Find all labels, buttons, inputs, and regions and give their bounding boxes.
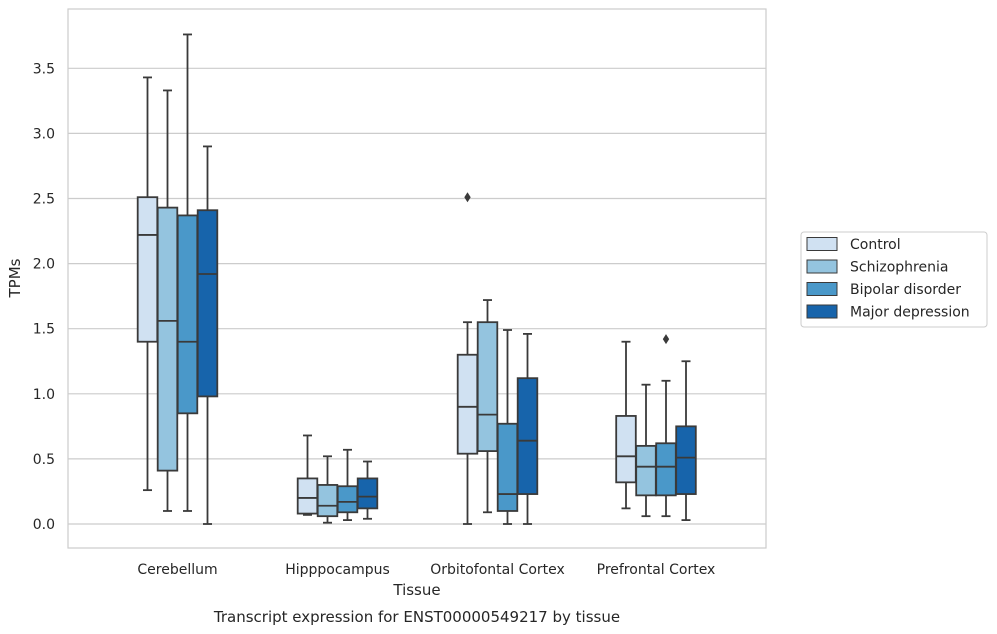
x-tick-label: Cerebellum <box>137 562 217 578</box>
box-0-0 <box>136 76 159 492</box>
box-iqr <box>655 442 677 497</box>
box-1-3 <box>635 383 657 518</box>
boxes <box>136 33 697 525</box>
outlier-point <box>662 334 670 345</box>
legend-swatch <box>806 259 838 274</box>
box-iqr <box>675 425 697 495</box>
y-tick-label: 2.0 <box>33 257 55 273</box>
y-axis-label: TPMs <box>6 258 24 298</box>
box-iqr <box>336 485 359 514</box>
box-iqr <box>635 444 657 497</box>
box-1-2 <box>476 299 499 514</box>
y-tick-label: 3.0 <box>33 126 55 142</box>
y-tick-label: 0.0 <box>33 517 55 533</box>
legend-label: Bipolar disorder <box>850 282 961 298</box>
box-iqr <box>156 206 179 472</box>
y-tick-label: 1.5 <box>33 322 55 338</box>
legend-label: Schizophrenia <box>850 260 948 276</box>
box-iqr <box>176 214 199 415</box>
box-iqr <box>456 353 479 455</box>
y-tick-label: 0.5 <box>33 452 55 468</box>
legend-frame <box>800 231 988 328</box>
chart-caption: Transcript expression for ENST0000054921… <box>213 608 620 626</box>
y-tick-label: 3.5 <box>33 61 55 77</box>
legend-swatch <box>806 304 838 319</box>
box-iqr <box>476 321 499 452</box>
legend-label: Control <box>850 237 901 253</box>
x-tick-label: Hipppocampus <box>285 562 390 578</box>
box-3-0 <box>196 145 219 525</box>
outlier-point <box>464 192 471 203</box>
x-tick-labels: Cerebellum Hipppocampus Orbitofontal Corte… <box>137 562 715 578</box>
box-iqr <box>615 415 637 484</box>
x-tick-label: Orbitofontal Cortex <box>430 562 565 578</box>
box-3-3 <box>675 360 697 521</box>
y-tick-label: 2.5 <box>33 192 55 208</box>
y-tick-labels: 0.0 0.5 1.0 1.5 2.0 2.5 3.0 3.5 <box>33 61 55 533</box>
box-3-1 <box>356 460 379 520</box>
legend: Control Schizophrenia Bipolar disorder Majo… <box>800 231 988 328</box>
box-2-3 <box>655 334 677 518</box>
x-tick-label: Prefrontal Cortex <box>597 562 716 578</box>
x-axis-label: Tissue <box>392 581 440 599</box>
box-0-2 <box>456 192 479 525</box>
box-0-3 <box>615 340 637 510</box>
legend-label: Major depression <box>850 305 970 321</box>
y-tick-label: 1.0 <box>33 387 55 403</box>
box-iqr <box>496 422 519 512</box>
box-3-2 <box>516 333 539 525</box>
box-iqr <box>516 377 539 495</box>
box-iqr <box>296 477 319 515</box>
box-iqr <box>316 484 339 518</box>
box-iqr <box>136 196 159 343</box>
legend-swatch <box>806 282 838 296</box>
box-iqr <box>196 209 219 398</box>
box-iqr <box>356 477 379 510</box>
legend-swatch <box>806 237 838 251</box>
